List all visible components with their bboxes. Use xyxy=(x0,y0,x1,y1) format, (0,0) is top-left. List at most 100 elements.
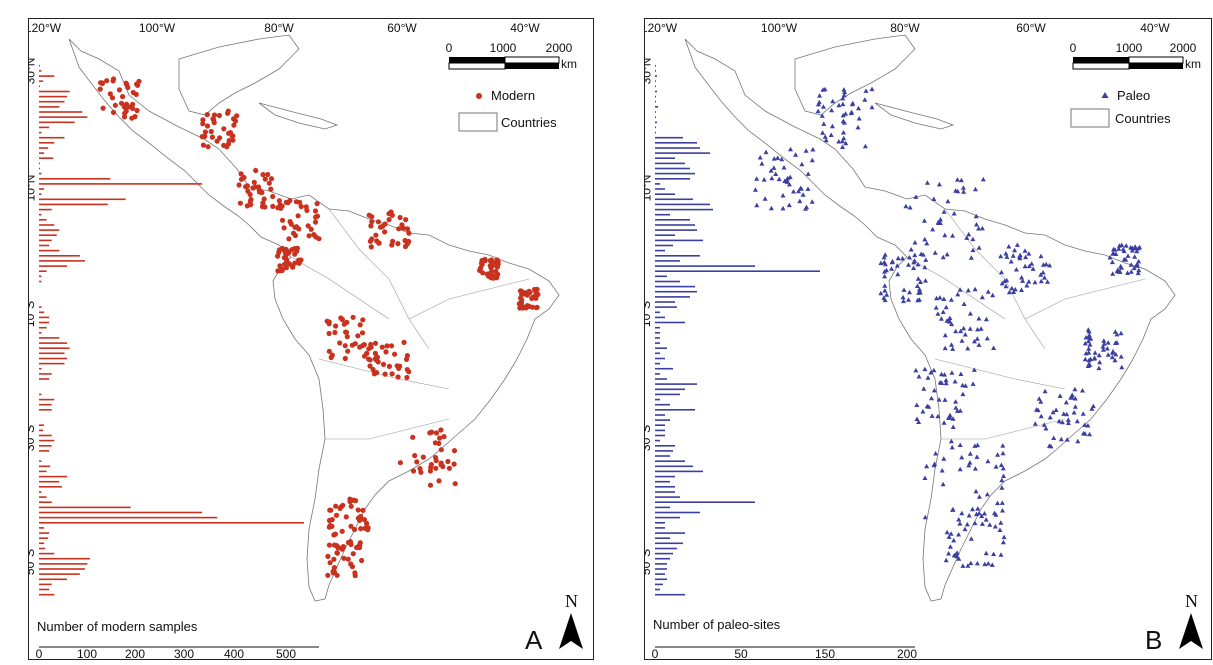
modern-sample-marker xyxy=(480,270,486,276)
histogram-bar xyxy=(655,244,673,247)
histogram-bar xyxy=(39,95,67,98)
paleo-site-marker xyxy=(1096,352,1102,358)
histogram-bar xyxy=(39,85,40,88)
paleo-site-marker xyxy=(995,500,1000,506)
modern-sample-marker xyxy=(224,144,230,150)
paleo-site-marker xyxy=(791,189,796,194)
paleo-site-marker xyxy=(754,176,760,181)
lon-label-100w: 100°W xyxy=(138,21,176,35)
lon-label-100w: 100°W xyxy=(760,21,798,35)
paleo-site-marker xyxy=(1041,422,1047,427)
paleo-site-marker xyxy=(819,113,825,118)
paleo-site-marker xyxy=(999,500,1005,505)
modern-sample-marker xyxy=(396,226,402,232)
paleo-site-marker xyxy=(973,488,979,494)
paleo-site-marker xyxy=(1107,255,1113,260)
histogram-bar xyxy=(39,162,40,165)
country-border xyxy=(290,256,390,320)
modern-sample-marker xyxy=(211,117,217,123)
hist-tick-0: 0 xyxy=(35,647,43,660)
histogram-bar xyxy=(39,116,88,118)
paleo-site-marker xyxy=(961,325,967,331)
modern-sample-marker xyxy=(339,528,345,534)
paleo-site-marker xyxy=(937,380,943,385)
paleo-site-marker xyxy=(1109,354,1115,360)
paleo-site-marker xyxy=(1128,245,1134,250)
paleo-site-marker xyxy=(1114,268,1120,274)
paleo-site-marker xyxy=(786,202,792,208)
paleo-site-marker xyxy=(822,134,828,139)
modern-sample-marker xyxy=(256,189,263,195)
paleo-site-marker xyxy=(1086,361,1092,366)
modern-sample-marker xyxy=(494,258,500,264)
paleo-site-marker xyxy=(943,557,949,563)
modern-sample-marker xyxy=(200,117,206,123)
modern-sample-marker xyxy=(400,225,406,231)
histogram-bar xyxy=(655,280,680,283)
histogram-bar xyxy=(655,357,665,360)
paleo-site-marker xyxy=(976,494,982,499)
scalebar-label-1000: 1000 xyxy=(489,41,517,55)
paleo-site-marker xyxy=(959,454,965,460)
modern-sample-marker xyxy=(518,295,524,301)
paleo-site-marker xyxy=(938,217,943,222)
paleo-site-marker xyxy=(970,381,976,386)
modern-sample-marker xyxy=(383,349,389,355)
histogram-bar xyxy=(39,337,60,339)
paleo-site-marker xyxy=(786,181,792,187)
paleo-site-marker xyxy=(1009,285,1015,291)
paleo-site-marker xyxy=(932,250,938,255)
lat-label-50s: 50°S xyxy=(28,548,38,576)
modern-sample-marker xyxy=(386,217,392,223)
histogram-bar xyxy=(655,332,660,334)
paleo-site-marker xyxy=(941,420,947,425)
modern-sample-marker xyxy=(97,86,103,92)
modern-sample-marker xyxy=(308,226,314,232)
histogram-bar xyxy=(655,588,660,591)
country-border xyxy=(328,208,430,350)
paleo-site-marker xyxy=(882,269,887,274)
paleo-site-marker xyxy=(930,226,936,232)
paleo-site-marker xyxy=(1121,256,1127,262)
modern-sample-marker xyxy=(395,241,401,247)
paleo-site-marker xyxy=(966,513,972,518)
hist-tick-400: 400 xyxy=(223,647,245,660)
histogram-bar xyxy=(655,378,667,380)
lon-label-80w: 80°W xyxy=(264,21,294,35)
paleo-site-marker xyxy=(1086,346,1092,351)
paleo-site-marker xyxy=(1023,254,1029,260)
modern-sample-marker xyxy=(361,517,367,523)
paleo-site-marker xyxy=(976,316,982,321)
paleo-site-marker xyxy=(1014,242,1020,247)
modern-sample-marker xyxy=(517,288,524,294)
paleo-site-marker xyxy=(972,520,978,526)
histogram-bar xyxy=(655,224,695,226)
lat-label-10s: 10°S xyxy=(644,300,654,328)
paleo-site-marker xyxy=(936,397,942,402)
paleo-site-marker xyxy=(815,108,821,114)
modern-sample-marker xyxy=(265,171,271,178)
histogram-bar xyxy=(655,465,693,468)
paleo-site-marker xyxy=(942,372,947,377)
histogram-bar xyxy=(655,593,685,596)
histogram-bar xyxy=(39,193,42,195)
histogram-bar xyxy=(655,290,697,293)
paleo-site-marker xyxy=(974,222,979,227)
histogram-bar xyxy=(39,486,62,488)
paleo-site-marker xyxy=(972,443,978,448)
histogram-bar xyxy=(39,234,57,236)
lat-label-10n: 10°N xyxy=(28,174,38,202)
paleo-site-marker xyxy=(752,187,758,192)
scalebar-label-2000: 2000 xyxy=(545,41,573,55)
histogram-bar xyxy=(39,157,54,159)
modern-sample-marker xyxy=(226,130,232,136)
modern-sample-marker xyxy=(355,515,361,521)
paleo-site-marker xyxy=(992,524,998,529)
histogram-bar xyxy=(655,178,690,180)
lat-label-10n: 10°N xyxy=(644,174,654,202)
paleo-site-marker xyxy=(1101,341,1107,346)
paleo-site-marker xyxy=(974,336,980,341)
modern-sample-marker xyxy=(326,348,332,354)
paleo-site-marker xyxy=(998,520,1004,525)
paleo-site-marker xyxy=(1040,270,1046,275)
